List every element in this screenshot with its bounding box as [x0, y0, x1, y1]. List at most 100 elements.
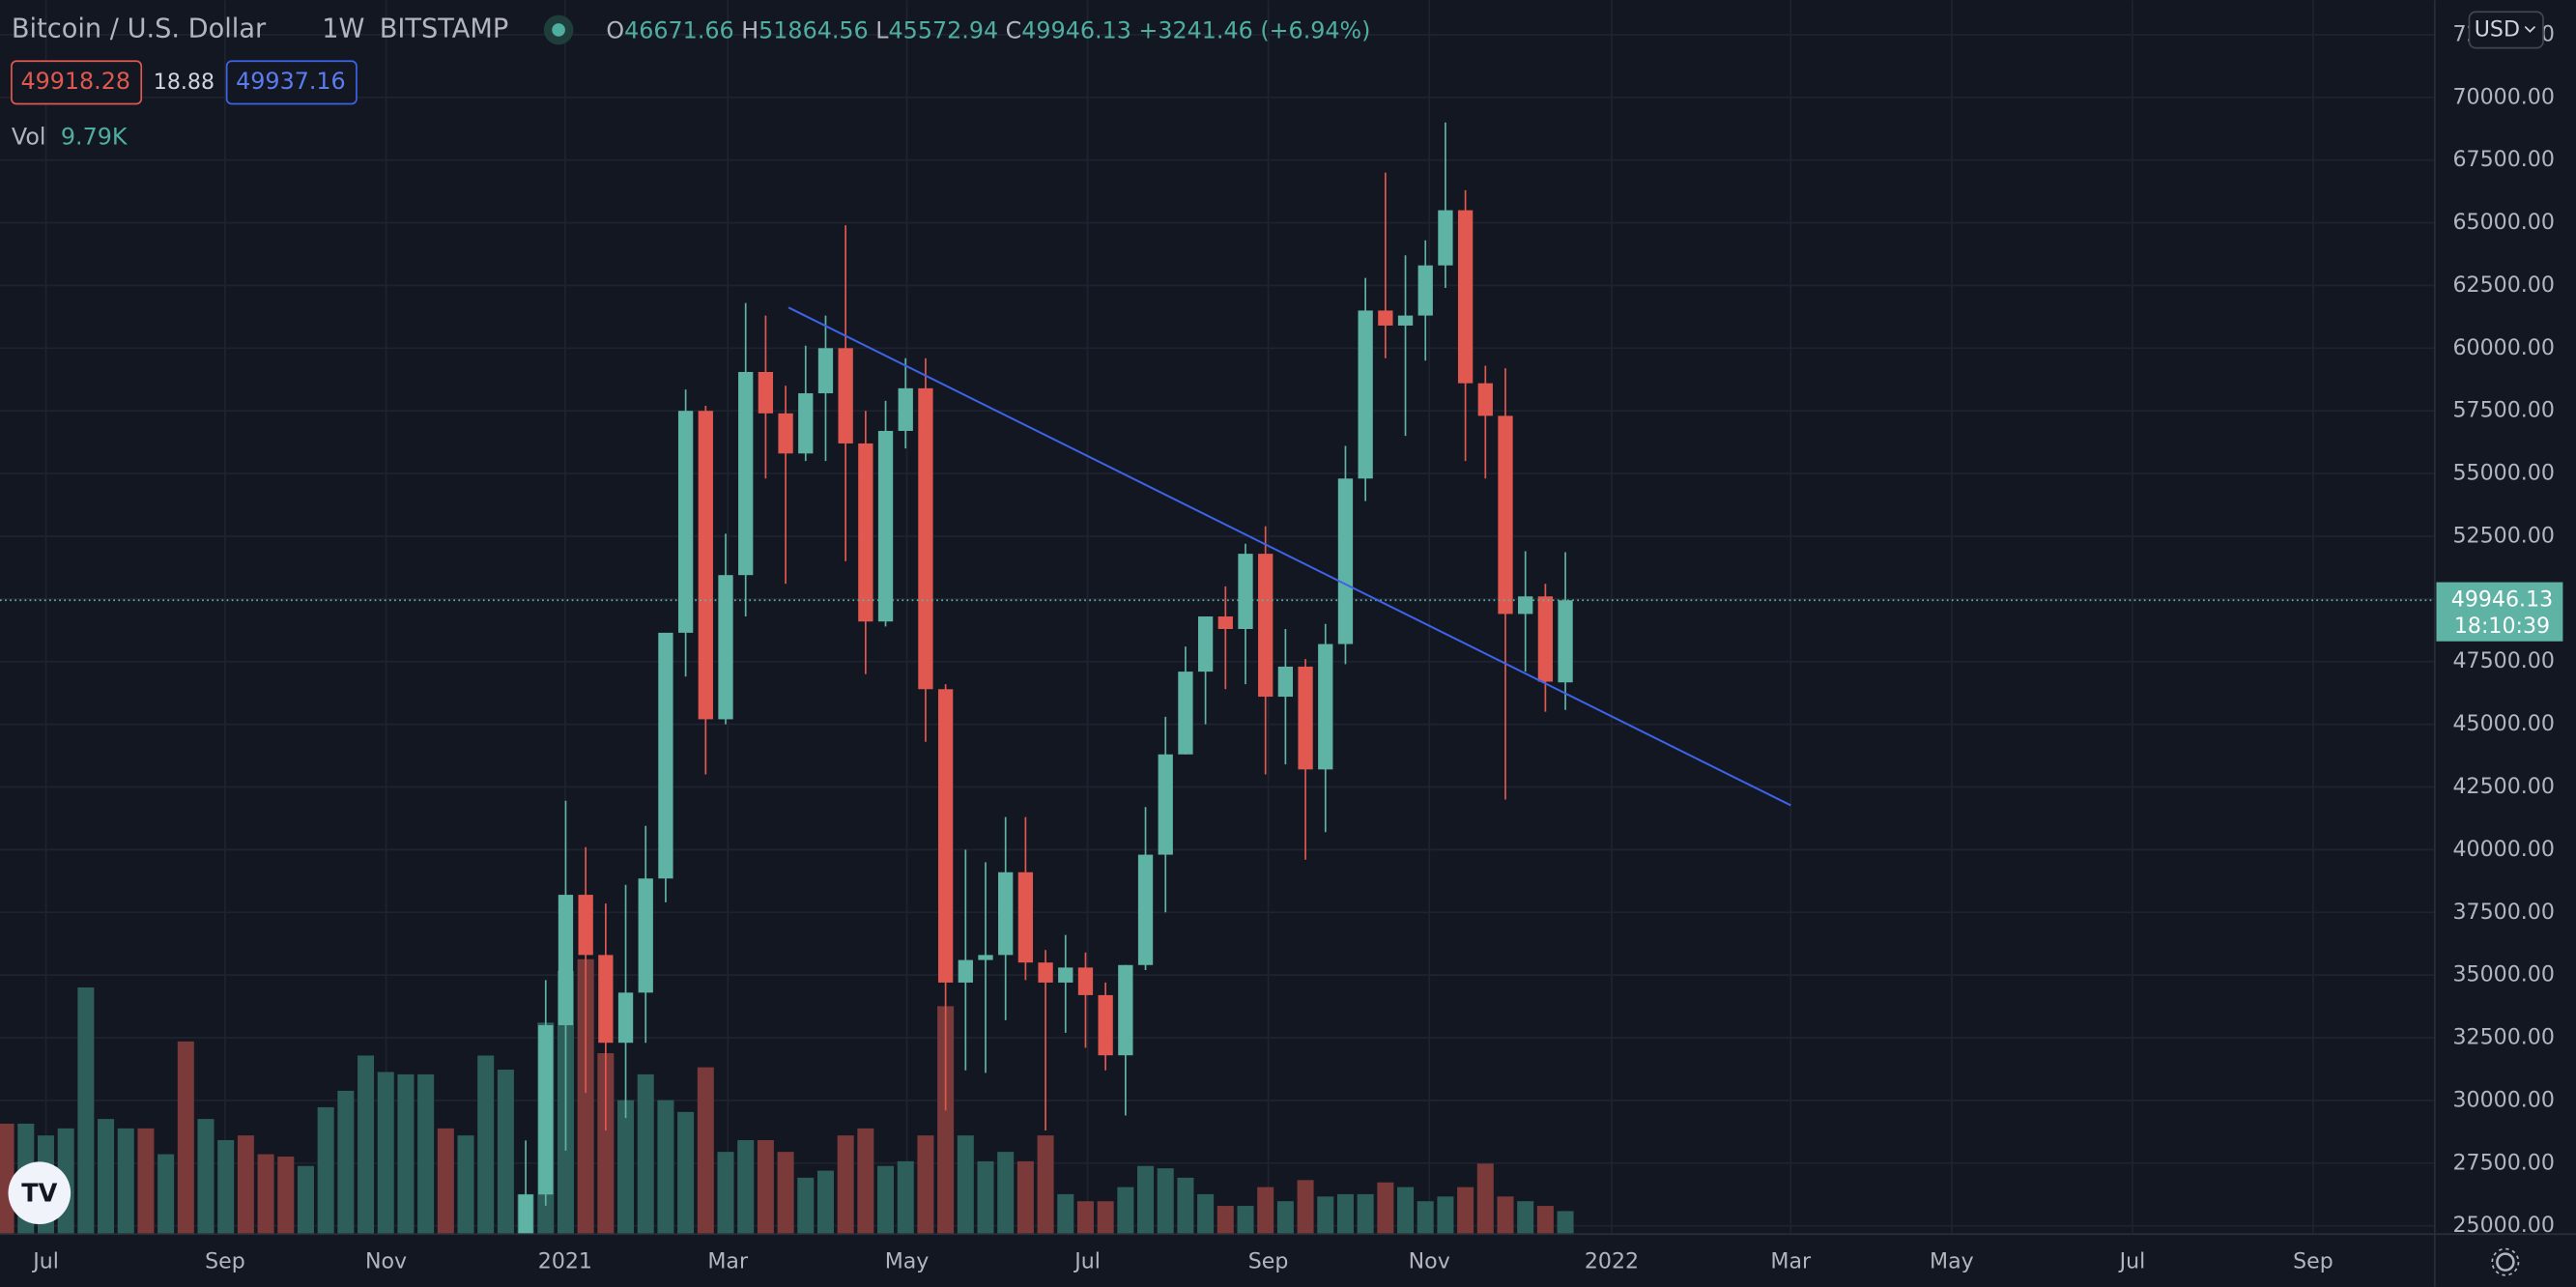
candle-body	[958, 959, 973, 983]
candle-body	[1298, 666, 1313, 770]
volume-bar	[1297, 1180, 1314, 1235]
volume-bar	[477, 1055, 495, 1235]
y-tick-label: 42500.00	[2452, 774, 2554, 799]
candle-body	[798, 393, 814, 454]
volume-bar	[1557, 1211, 1574, 1235]
volume-bar	[337, 1090, 355, 1235]
x-tick-label: Jul	[1073, 1249, 1101, 1274]
volume-bar	[1336, 1193, 1354, 1235]
volume-bar	[157, 1154, 175, 1235]
candle-body	[1197, 616, 1214, 672]
candle-body	[817, 348, 834, 394]
candle-body	[858, 443, 873, 622]
last-price-tag	[2436, 582, 2563, 642]
volume-bar	[816, 1170, 834, 1235]
volume-bar	[237, 1135, 254, 1235]
volume-bar	[98, 1119, 115, 1235]
trend-line[interactable]	[787, 306, 1791, 807]
y-tick-label: 62500.00	[2452, 272, 2554, 298]
volume-bar	[797, 1177, 815, 1235]
y-tick-label: 30000.00	[2452, 1087, 2554, 1112]
candle-body	[1498, 415, 1513, 615]
interval[interactable]: 1W	[322, 14, 364, 43]
x-tick-label: May	[885, 1249, 930, 1274]
candle-body	[1058, 967, 1073, 983]
volume-bar	[1016, 1160, 1034, 1235]
y-tick-label: 57500.00	[2452, 398, 2554, 423]
volume-bar	[77, 987, 95, 1235]
market-status-dot	[552, 23, 565, 37]
volume-bar	[1437, 1196, 1454, 1235]
y-tick-label: 37500.00	[2452, 900, 2554, 925]
volume-bar	[117, 1128, 134, 1235]
candle-body	[1137, 854, 1154, 965]
volume-bar	[1117, 1187, 1134, 1235]
candle-body	[1397, 315, 1414, 326]
countdown-label: 18:10:39	[2454, 614, 2550, 639]
symbol-title[interactable]: Bitcoin / U.S. Dollar	[12, 14, 267, 43]
volume-bar	[377, 1072, 394, 1235]
candle-body	[738, 371, 754, 576]
y-tick-label: 65000.00	[2452, 210, 2554, 235]
candle-body	[1378, 310, 1393, 326]
volume-bar	[1357, 1193, 1374, 1235]
candle-body	[1318, 644, 1333, 770]
candle-body	[1238, 554, 1253, 629]
volume-bar	[437, 1128, 454, 1235]
volume-bar	[177, 1041, 194, 1235]
volume-bar	[997, 1152, 1015, 1235]
y-tick-label: 70000.00	[2452, 84, 2554, 109]
currency: USD	[2475, 16, 2520, 42]
currency-button[interactable]: USD	[2468, 11, 2544, 49]
candle-body	[598, 955, 614, 1044]
candle-body	[758, 371, 774, 414]
candle-body	[677, 411, 694, 633]
candle-body	[658, 632, 673, 879]
volume-bar	[837, 1135, 854, 1235]
spread: 18.88	[154, 70, 215, 95]
volume-bar	[1417, 1201, 1434, 1235]
candle-body	[937, 689, 954, 983]
volume-bar	[137, 1128, 155, 1235]
chevron	[2524, 25, 2536, 33]
volume-bar	[717, 1152, 734, 1235]
settings-icon[interactable]	[2491, 1247, 2520, 1276]
logo[interactable]: TV	[8, 1161, 72, 1225]
volume-bar	[1497, 1196, 1514, 1235]
volume-bar	[977, 1160, 994, 1235]
volume-bar	[1276, 1201, 1294, 1235]
x-tick-label: Nov	[1409, 1249, 1450, 1274]
volume-bar	[358, 1055, 375, 1235]
x-tick-label: 2021	[538, 1249, 592, 1274]
candle-body	[558, 895, 574, 1026]
x-tick-label: Sep	[1248, 1249, 1289, 1274]
x-tick-label: Sep	[205, 1249, 245, 1274]
candle-body	[1158, 754, 1173, 855]
ask-box[interactable]	[225, 60, 358, 105]
candle-body	[1337, 478, 1354, 644]
candle-body	[1457, 210, 1474, 384]
volume-bar	[1457, 1187, 1474, 1235]
bid-box[interactable]	[11, 60, 143, 105]
y-tick-label: 55000.00	[2452, 461, 2554, 486]
candle-body	[978, 955, 993, 960]
candle-body	[1477, 383, 1493, 416]
volume-bar	[197, 1119, 215, 1235]
volume-bar	[897, 1160, 914, 1235]
volume-bar	[637, 1073, 654, 1235]
candle-body	[578, 895, 593, 956]
ohlc-label: L	[875, 16, 889, 43]
candle-body	[877, 430, 894, 622]
volume-bar	[757, 1139, 774, 1235]
volume-bar	[917, 1135, 934, 1235]
ohlc-value: 45572.94	[889, 16, 999, 43]
candle-body	[1438, 210, 1453, 266]
x-tick-label: Mar	[1770, 1249, 1812, 1274]
volume-value: 9.79K	[61, 124, 129, 151]
ohlc-value: 46671.66	[624, 16, 734, 43]
volume-bar	[957, 1135, 974, 1235]
y-tick-label: 32500.00	[2452, 1025, 2554, 1050]
x-tick-label: Jul	[31, 1249, 59, 1274]
candle-body	[698, 411, 713, 720]
